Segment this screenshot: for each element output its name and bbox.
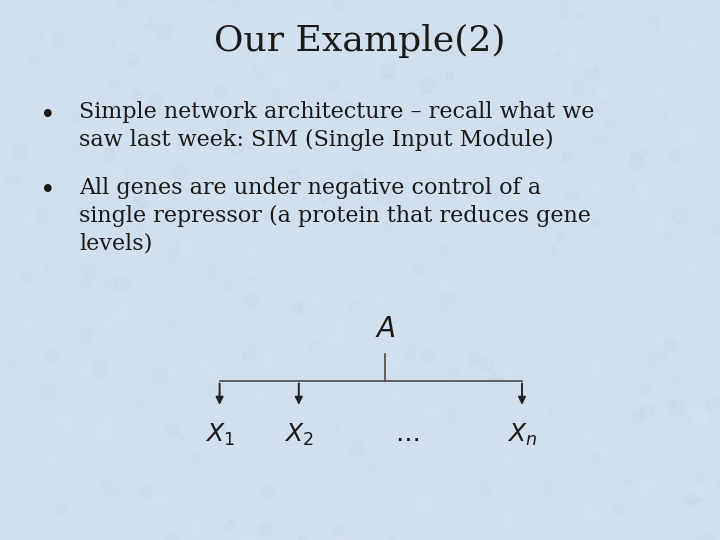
Text: All genes are under negative control of a
single repressor (a protein that reduc: All genes are under negative control of … [79,177,591,254]
Text: Our Example(2): Our Example(2) [215,23,505,58]
Text: Simple network architecture – recall what we
saw last week: SIM (Single Input Mo: Simple network architecture – recall wha… [79,101,595,151]
Text: $A$: $A$ [375,316,395,343]
Text: $X_2$: $X_2$ [284,422,314,448]
Text: $\ldots$: $\ldots$ [395,423,419,446]
Text: •: • [40,178,55,204]
Text: $X_1$: $X_1$ [204,422,235,448]
Text: $X_n$: $X_n$ [507,422,537,448]
Text: •: • [40,103,55,129]
